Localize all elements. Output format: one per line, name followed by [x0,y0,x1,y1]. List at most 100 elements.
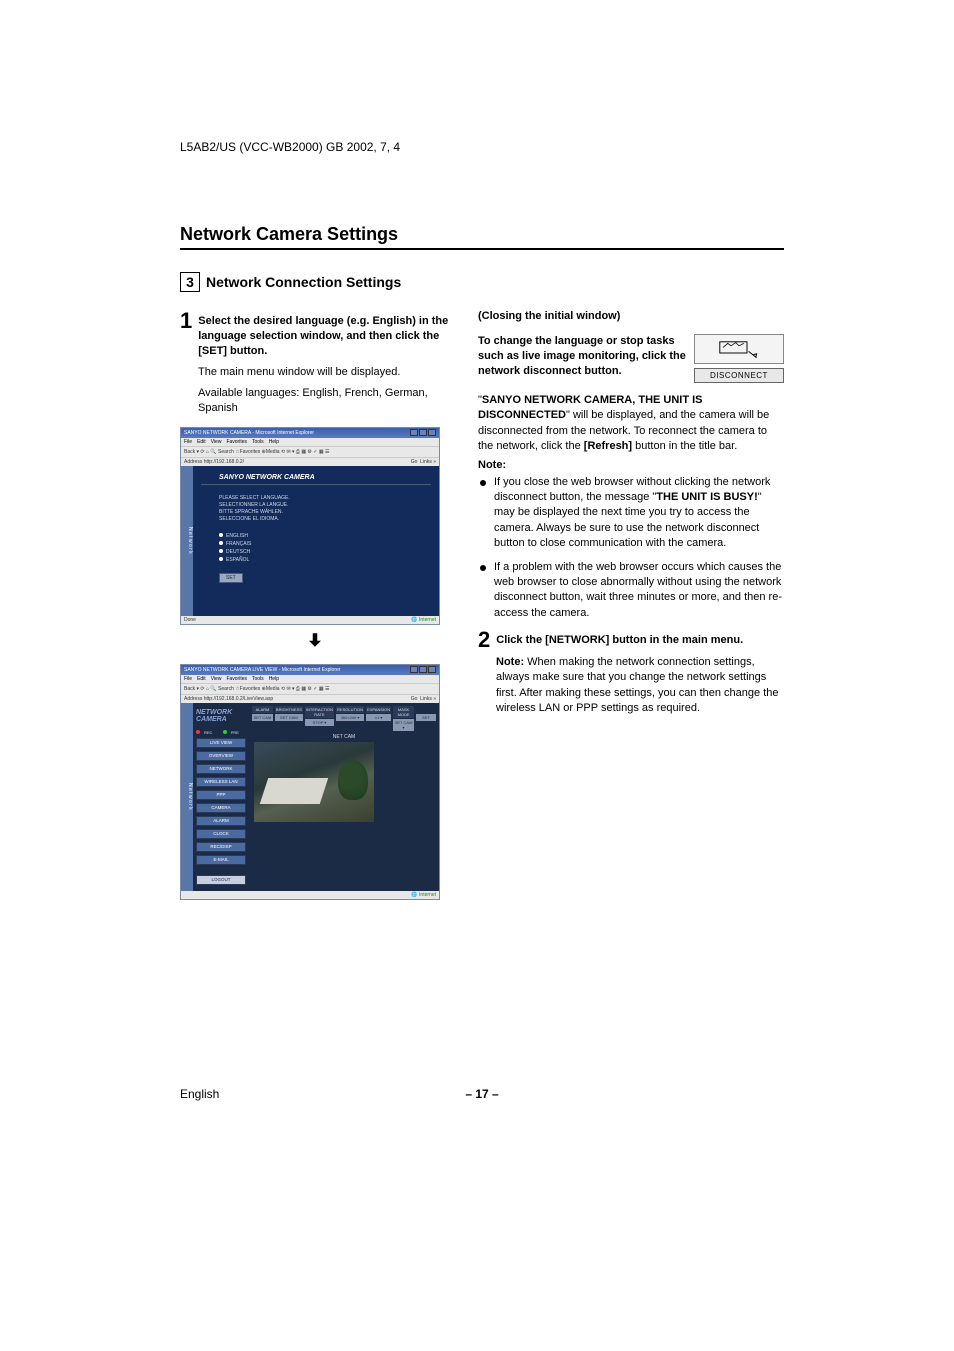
address-label: Address [184,696,202,702]
menu-edit[interactable]: Edit [197,439,206,445]
note-bullet-1: If you close the web browser without cli… [480,475,784,552]
ctrl-set-button[interactable]: SET [416,714,436,721]
ctrl-mask-label: MASK MODE [393,706,414,718]
lang-line: PLEASE SELECT LANGUAGE. [219,495,431,502]
menu-favorites[interactable]: Favorites [226,676,247,682]
minimize-icon[interactable] [410,666,418,673]
go-button[interactable]: Go [411,459,418,465]
menu-favorites[interactable]: Favorites [226,439,247,445]
step-1-body-2: Available languages: English, French, Ge… [198,386,450,417]
minimize-icon[interactable] [410,429,418,436]
lang-line: SELECCIONE EL IDIOMA. [219,516,431,523]
sidebar-wireless-lan[interactable]: WIRELESS LAN [196,777,246,787]
maximize-icon[interactable] [419,666,427,673]
ctrl-mask-value[interactable]: SET CAM ▾ [393,719,414,731]
sidebar-network[interactable]: NETWORK [196,764,246,774]
maximize-icon[interactable] [419,429,427,436]
close-icon[interactable] [428,429,436,436]
go-button[interactable]: Go [411,696,418,702]
ie-address-bar[interactable]: Address http://192.168.0.2/ Go Links » [181,457,439,466]
ie-menubar[interactable]: File Edit View Favorites Tools Help [181,438,439,446]
note-label: Note: [478,459,784,471]
step-1-text: Select the desired language (e.g. Englis… [198,310,450,359]
step-1-body-1: The main menu window will be displayed. [198,365,450,380]
doc-header: L5AB2/US (VCC-WB2000) GB 2002, 7, 4 [180,140,784,154]
sidebar-overview[interactable]: OVERVIEW [196,751,246,761]
radio-francais[interactable]: FRANÇAIS [219,541,431,547]
camera-sidebar: NETWORK CAMERA REC PRE LIVE VIEW OVERVIE… [193,703,249,891]
sidebar-ppp[interactable]: PPP [196,790,246,800]
set-button[interactable]: SET [219,573,243,583]
video-label: NET CAM [252,734,436,740]
menu-edit[interactable]: Edit [197,676,206,682]
menu-help[interactable]: Help [269,676,279,682]
disconnect-illustration: DISCONNECT [694,334,784,383]
links-label[interactable]: Links » [420,459,436,465]
menu-tools[interactable]: Tools [252,439,264,445]
network-camera-side-tab: N e t w o r k [181,703,193,891]
note-bullet-2: If a problem with the web browser occurs… [480,560,784,622]
sidebar-email[interactable]: E-MAIL [196,855,246,865]
internet-icon: 🌐 [411,892,417,898]
live-video-feed [254,742,374,822]
ie-address-bar[interactable]: Address http://192.168.0.2/LiveView.asp … [181,694,439,703]
ie-title: SANYO NETWORK CAMERA LIVE VIEW - Microso… [184,667,340,673]
menu-file[interactable]: File [184,676,192,682]
section-number-box: 3 [180,272,200,292]
rec-indicator: REC PRE [196,730,246,735]
radio-deutsch[interactable]: DEUTSCH [219,549,431,555]
closing-text: To change the language or stop tasks suc… [478,334,686,379]
sidebar-alarm[interactable]: ALARM [196,816,246,826]
lang-line: BITTE SPRACHE WÄHLEN. [219,509,431,516]
footer-page-number: – 17 – [465,1087,498,1101]
ie-statusbar: Done 🌐 Internet [181,616,439,624]
address-value[interactable]: http://192.168.0.2/LiveView.asp [204,696,273,702]
ie-menubar[interactable]: File Edit View Favorites Tools Help [181,675,439,683]
right-column: (Closing the initial window) To change t… [478,310,784,900]
disconnect-icon [694,334,784,364]
status-internet: Internet [419,892,436,898]
ctrl-brightness-label: BRIGHTNESS [275,706,303,713]
page-footer: English – 17 – [180,1087,784,1101]
menu-help[interactable]: Help [269,439,279,445]
ctrl-expansion-label: EXPANSION [366,706,391,713]
logout-button[interactable]: LOGOUT [196,875,246,885]
closing-header: (Closing the initial window) [478,310,784,322]
links-label[interactable]: Links » [420,696,436,702]
camera-heading: SANYO NETWORK CAMERA [201,472,431,485]
sidebar-camera[interactable]: CAMERA [196,803,246,813]
camera-main-panel: ALARMSET CAM BRIGHTNESSSET CAM INTERACTI… [249,703,439,891]
lang-line: SELECTIONNER LA LANGUE. [219,502,431,509]
close-icon[interactable] [428,666,436,673]
network-camera-logo: NETWORK CAMERA [196,709,246,723]
ctrl-rate-value[interactable]: STOP ▾ [305,719,334,726]
ctrl-alarm-value[interactable]: SET CAM [252,714,273,721]
ctrl-expansion-value[interactable]: ×1 ▾ [366,714,391,721]
menu-view[interactable]: View [211,676,222,682]
disconnect-button[interactable]: DISCONNECT [694,368,784,383]
footer-language: English [180,1087,219,1101]
ie-toolbar[interactable]: Back ▾ ⟳ ⌂ 🔍 Search ☆Favorites ⊕Media ⟲ … [181,683,439,694]
step-2-number: 2 [478,629,490,651]
internet-icon: 🌐 [411,617,417,623]
step-2-text: Click the [NETWORK] button in the main m… [496,629,743,648]
menu-view[interactable]: View [211,439,222,445]
menu-file[interactable]: File [184,439,192,445]
radio-espanol[interactable]: ESPAÑOL [219,557,431,563]
section-header: 3 Network Connection Settings [180,272,784,292]
sidebar-rec-disp[interactable]: REC/DISP [196,842,246,852]
radio-english[interactable]: ENGLISH [219,533,431,539]
page-title: Network Camera Settings [180,224,784,250]
language-instruction-block: PLEASE SELECT LANGUAGE. SELECTIONNER LA … [219,495,431,523]
ctrl-resolution-value[interactable]: 360×240 ▾ [336,714,364,721]
menu-tools[interactable]: Tools [252,676,264,682]
ctrl-alarm-label: ALARM [252,706,273,713]
ctrl-resolution-label: RESOLUTION [336,706,364,713]
sidebar-live-view[interactable]: LIVE VIEW [196,738,246,748]
ie-toolbar[interactable]: Back ▾ ⟳ ⌂ 🔍 Search ☆Favorites ⊕Media ⟲ … [181,446,439,457]
status-internet: Internet [419,617,436,623]
sidebar-clock[interactable]: CLOCK [196,829,246,839]
address-value[interactable]: http://192.168.0.2/ [204,459,244,465]
ctrl-brightness-value[interactable]: SET CAM [275,714,303,721]
left-column: 1 Select the desired language (e.g. Engl… [180,310,450,900]
